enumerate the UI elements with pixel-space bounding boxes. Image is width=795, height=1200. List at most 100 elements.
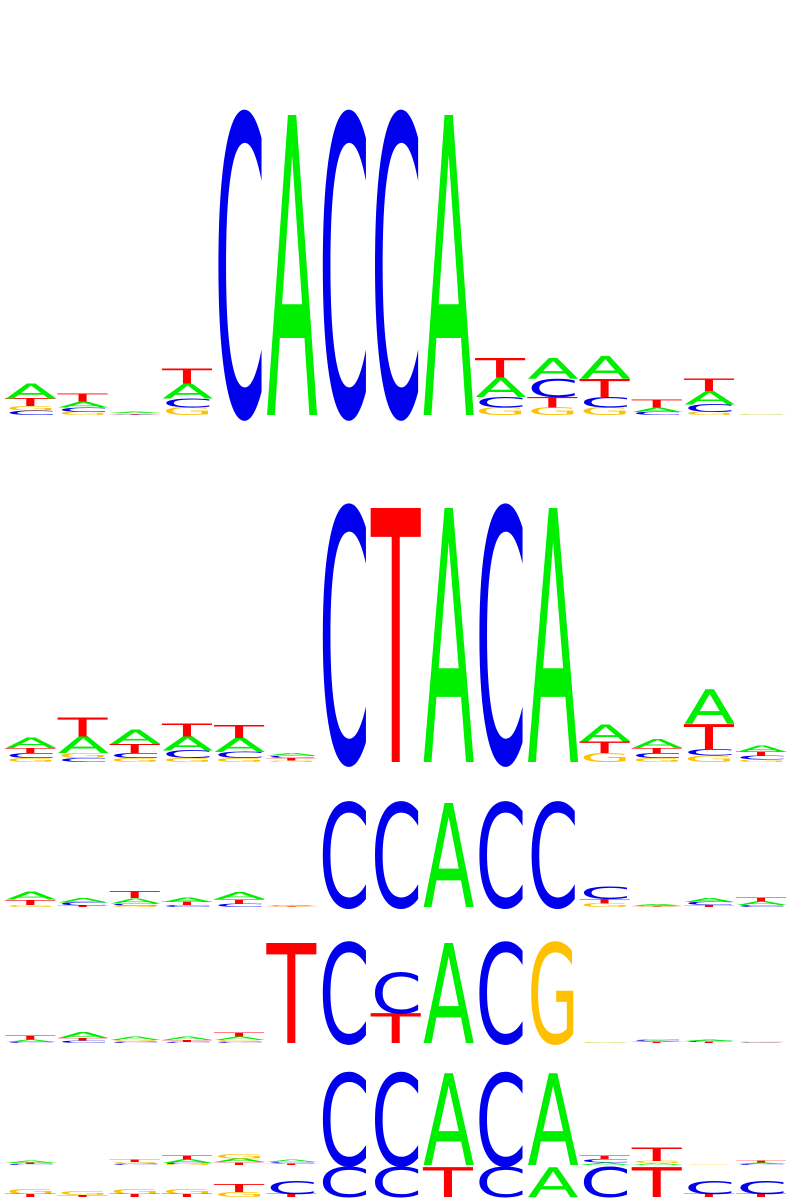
letter-g: G	[110, 1162, 161, 1164]
letter-g: G	[580, 406, 631, 418]
letter-t: T	[4, 396, 56, 408]
letter-a: A	[580, 1162, 631, 1166]
logo-column: CTA	[213, 890, 266, 908]
letter-t: T	[683, 1042, 735, 1044]
letter-c: C	[580, 883, 631, 903]
logo-column: AG	[580, 1042, 631, 1043]
logo-column: GTA	[4, 890, 57, 908]
logo-column: TG	[4, 1188, 57, 1198]
letter-t: T	[578, 739, 629, 757]
letter-t: T	[213, 1182, 265, 1195]
letter-t: T	[161, 1154, 213, 1161]
letter-c: C	[58, 902, 109, 907]
letter-t: T	[108, 1159, 160, 1163]
logo-column: CAT	[735, 897, 788, 908]
letter-a: A	[58, 733, 109, 759]
letter-c: C	[162, 1042, 213, 1044]
logo-column: AG	[736, 413, 787, 415]
letter-a: A	[527, 1160, 578, 1200]
letter-a: A	[423, 440, 474, 845]
letter-g: G	[580, 902, 631, 908]
letter-t: T	[213, 1031, 265, 1037]
letter-t: T	[56, 905, 108, 907]
letter-a: A	[214, 890, 266, 902]
letter-g: G	[736, 1042, 787, 1043]
letter-g: G	[214, 757, 265, 763]
letter-a: A	[632, 1163, 683, 1166]
letter-c: C	[684, 1177, 735, 1198]
letter-a: A	[580, 1042, 631, 1043]
logo-column: CAT	[735, 1160, 788, 1165]
letter-c: C	[5, 1042, 56, 1044]
letter-g: G	[110, 413, 161, 414]
letter-t: T	[630, 747, 682, 755]
letter-c: C	[162, 904, 213, 907]
letter-g: G	[580, 1042, 631, 1043]
letter-a: A	[736, 414, 787, 415]
letter-c: C	[266, 905, 317, 906]
letter-c: C	[371, 1049, 422, 1196]
letter-t: T	[56, 713, 109, 743]
letter-a: A	[684, 897, 735, 903]
letter-g: G	[527, 917, 578, 1076]
letter-c: C	[266, 755, 317, 759]
letter-t: T	[108, 414, 160, 415]
letter-g: G	[736, 759, 787, 763]
logo-column: C	[475, 1160, 526, 1200]
logo-column: A	[527, 1160, 578, 1200]
logo-column: CAT	[630, 398, 683, 416]
letter-g: G	[684, 1164, 735, 1165]
letter-c: C	[475, 916, 526, 1076]
letter-a: A	[423, 1049, 474, 1195]
letter-t: T	[683, 717, 735, 758]
letter-c: C	[319, 1160, 370, 1200]
logo-column: TAC	[630, 1039, 683, 1043]
letter-t: T	[4, 1035, 56, 1041]
letter-t: T	[4, 747, 56, 755]
letter-a: A	[5, 735, 56, 751]
letter-c: C	[110, 1163, 161, 1165]
letter-c: C	[214, 750, 265, 760]
letter-a: A	[214, 1158, 265, 1164]
letter-c: C	[319, 916, 370, 1076]
letter-t: T	[265, 1163, 317, 1165]
letter-g: G	[162, 757, 213, 763]
letter-c: C	[475, 775, 526, 941]
letter-a: A	[266, 1159, 317, 1163]
letter-a: A	[214, 1036, 265, 1042]
logo-column: AGT	[631, 1143, 684, 1165]
logo-column: A	[423, 916, 474, 1076]
letter-a: A	[58, 400, 109, 410]
logo-column: T	[631, 1159, 683, 1200]
letter-a: A	[5, 1039, 56, 1043]
logo-column: C	[527, 775, 578, 941]
letter-c: C	[58, 757, 109, 763]
letter-c: C	[684, 748, 735, 758]
logo-column: A	[423, 774, 474, 941]
letter-t: T	[4, 898, 56, 906]
logo-column: CTA	[56, 1031, 109, 1044]
letter-t: T	[735, 897, 787, 903]
letter-c: C	[736, 1164, 787, 1165]
letter-t: T	[161, 1039, 213, 1042]
letter-c: C	[110, 752, 161, 760]
letter-a: A	[162, 897, 213, 904]
letter-t: T	[213, 898, 265, 906]
letter-t: T	[56, 1194, 108, 1197]
letter-g: G	[110, 757, 161, 763]
letter-t: T	[683, 1193, 735, 1198]
letter-g: G	[58, 411, 109, 416]
letter-a: A	[423, 774, 474, 941]
letter-g: G	[684, 411, 735, 416]
logo-column: C	[319, 916, 370, 1076]
letter-t: T	[213, 722, 266, 742]
letter-c: C	[632, 905, 683, 906]
letter-g: G	[580, 751, 631, 765]
